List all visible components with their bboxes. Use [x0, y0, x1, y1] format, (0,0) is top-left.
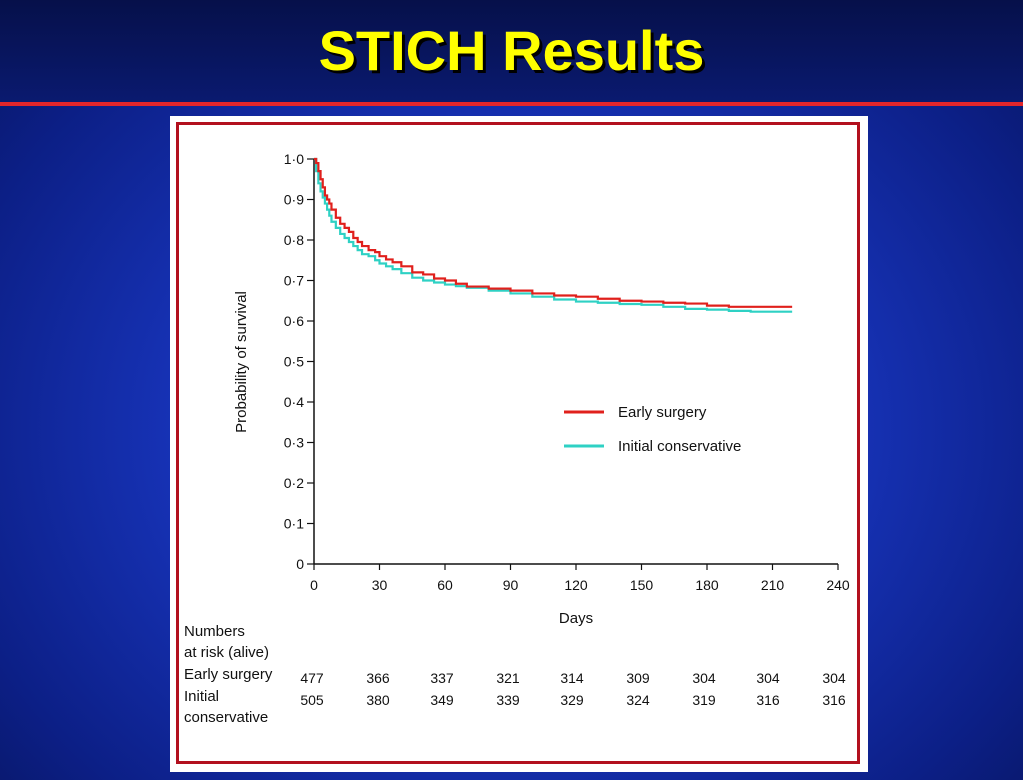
at-risk-value: 304	[692, 670, 716, 686]
at-risk-table: Numbers at risk (alive) Early surgery 477 36…	[184, 623, 846, 726]
legend-label: Early surgery	[618, 404, 707, 421]
y-tick-label: 0·3	[284, 435, 304, 451]
x-tick-label: 30	[372, 577, 388, 593]
legend: Early surgery Initial conservative	[564, 404, 741, 455]
x-tick-label: 120	[564, 577, 588, 593]
x-tick-label: 0	[310, 577, 318, 593]
at-risk-value: 339	[496, 692, 520, 708]
x-axis-label: Days	[559, 610, 593, 627]
series-line-early-surgery	[314, 157, 793, 308]
y-tick-label: 0·8	[284, 232, 304, 248]
chart-panel	[170, 116, 868, 772]
x-tick-label: 150	[630, 577, 654, 593]
y-axis-label: Probability of survival	[233, 291, 250, 433]
at-risk-row-label: Early surgery	[184, 666, 273, 683]
at-risk-value: 337	[430, 670, 454, 686]
chart-axes	[313, 159, 838, 565]
at-risk-value: 329	[560, 692, 584, 708]
title-divider	[0, 102, 1023, 106]
x-tick-label: 180	[695, 577, 719, 593]
y-tick-label: 0·1	[284, 516, 304, 532]
chart-panel-border	[176, 122, 860, 764]
x-tick-label: 210	[761, 577, 785, 593]
y-tick-label: 1·0	[284, 151, 304, 167]
at-risk-heading: at risk (alive)	[184, 644, 269, 661]
at-risk-value: 319	[692, 692, 716, 708]
y-tick-label: 0·7	[284, 273, 304, 289]
y-axis-ticks: 0 0·1 0·2 0·3 0·4 0·5 0·6 0·7 0·8 0·9 1·0	[284, 151, 314, 572]
at-risk-value: 366	[366, 670, 390, 686]
at-risk-value: 477	[300, 670, 324, 686]
at-risk-value: 304	[756, 670, 780, 686]
y-tick-label: 0	[296, 556, 304, 572]
x-tick-label: 60	[437, 577, 453, 593]
at-risk-value: 380	[366, 692, 390, 708]
y-tick-label: 0·9	[284, 192, 304, 208]
title-band	[0, 0, 1023, 104]
y-tick-label: 0·2	[284, 475, 304, 491]
at-risk-value: 316	[822, 692, 846, 708]
at-risk-value: 304	[822, 670, 846, 686]
slide-title: STICH Results	[318, 19, 705, 82]
y-tick-label: 0·4	[284, 394, 304, 410]
at-risk-value: 349	[430, 692, 454, 708]
at-risk-value: 314	[560, 670, 584, 686]
survival-chart: 0 0·1 0·2 0·3 0·4 0·5 0·6 0·7 0·8 0·9 1·0 0 30 60 90 1…	[184, 151, 850, 726]
legend-label: Initial conservative	[618, 438, 741, 455]
at-risk-heading: Numbers	[184, 623, 245, 640]
x-axis-ticks: 0 30 60 90 120 150 180 210 240	[310, 564, 850, 593]
y-tick-label: 0·5	[284, 354, 304, 370]
at-risk-value: 321	[496, 670, 520, 686]
y-tick-label: 0·6	[284, 313, 304, 329]
x-tick-label: 240	[826, 577, 850, 593]
series-line-initial-conservative	[314, 157, 793, 313]
at-risk-value: 316	[756, 692, 780, 708]
at-risk-value: 324	[626, 692, 650, 708]
at-risk-row-label: Initial	[184, 688, 219, 705]
at-risk-row-label: conservative	[184, 709, 268, 726]
at-risk-value: 309	[626, 670, 650, 686]
at-risk-value: 505	[300, 692, 324, 708]
series-lines	[314, 157, 793, 313]
x-tick-label: 90	[503, 577, 519, 593]
